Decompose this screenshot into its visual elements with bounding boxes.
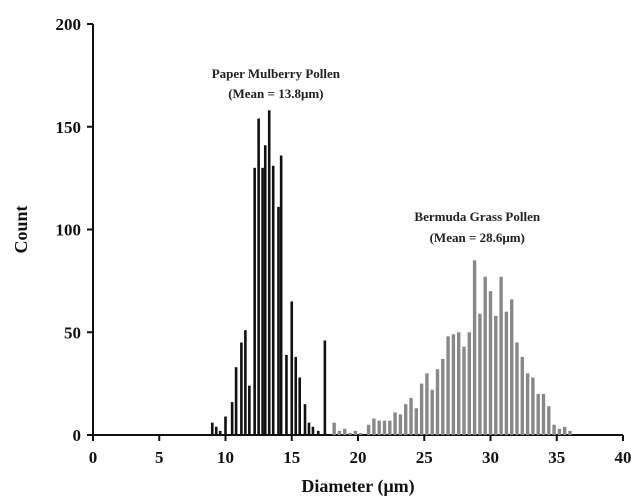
histogram-bar [294,356,298,435]
histogram-bar [446,336,450,435]
histogram-bar [263,145,267,435]
histogram-bar [348,432,352,435]
x-tick-label: 15 [283,448,300,467]
histogram-bar [425,373,429,435]
x-tick-label: 10 [217,448,234,467]
histogram-bar [488,291,493,435]
histogram-bar [267,110,271,435]
histogram-bar [483,276,487,435]
histogram-bar [441,358,445,435]
histogram-bar [343,428,347,435]
histogram-bar [393,412,397,435]
histogram-bar [451,334,456,435]
histogram-bar [388,420,392,435]
x-tick-label: 20 [350,448,367,467]
histogram-bar [240,342,243,435]
histogram-bar [435,369,440,435]
histogram-bar [332,422,336,435]
y-tick-label: 100 [56,221,82,240]
y-tick-label: 150 [56,118,82,137]
x-axis-title: Diameter (μm) [301,476,414,497]
histogram-bar [536,393,540,435]
x-tick-label: 30 [482,448,499,467]
x-tick-label: 0 [89,448,98,467]
histogram-bar [419,383,424,435]
histogram-bar [337,430,342,435]
x-tick-label: 40 [615,448,632,467]
histogram-bar [210,422,214,435]
axis-ticks: 0 50 100 150 200 0 5 10 15 20 25 30 35 40 [56,15,632,467]
y-axis-title: Count [11,205,31,253]
histogram-bar [504,311,509,435]
histogram-bar [494,315,498,435]
histogram-bar [323,340,327,435]
histogram-bar [541,393,546,435]
histogram-bar [472,260,477,435]
histogram-bar [515,342,519,435]
histogram-bar [307,422,311,435]
histogram-bar [316,430,320,435]
histogram-bar [457,332,461,435]
histogram-bar [467,332,471,435]
histogram-bar [563,426,567,435]
histogram-bar [510,299,514,435]
histogram-bar [224,416,227,435]
histogram-bar [248,385,251,435]
histogram-bar [218,430,222,435]
bars [210,110,572,436]
histogram-bar [377,420,381,435]
histogram-bar [414,408,418,435]
histogram-bar [230,402,234,435]
y-tick-label: 50 [64,323,81,342]
histogram-bar [557,428,562,435]
histogram-bar [298,377,301,435]
x-tick-label: 5 [155,448,164,467]
histogram-bar [366,424,371,435]
histogram-bar [214,426,218,435]
annotation-bermuda-grass-mean: (Mean = 28.6μm) [430,230,525,245]
annotation-paper-mulberry-name: Paper Mulberry Pollen [212,66,341,81]
histogram-bar [257,118,260,435]
histogram-bar [520,356,524,435]
y-tick-label: 200 [56,15,82,34]
annotation-bermuda-grass-name: Bermuda Grass Pollen [414,209,540,224]
histogram-bar [244,330,247,435]
histogram-bar [311,426,315,435]
histogram-bar [279,155,283,435]
x-tick-label: 35 [548,448,565,467]
histogram-bar [547,406,551,435]
x-tick-label: 25 [416,448,433,467]
histogram-bar [290,301,294,435]
histogram-bar [358,432,363,435]
histogram-bar [303,404,307,435]
histogram-bar [404,404,408,435]
y-tick-label: 0 [73,426,82,445]
histogram-bar [531,377,535,435]
histogram-bar [462,346,466,435]
histogram-bar [271,165,275,436]
histogram-bar [261,167,264,435]
histogram-bar [382,420,387,435]
histogram-bar [409,398,413,435]
histogram-bar [372,418,376,435]
histogram-bar [277,206,280,435]
histogram-bar [525,373,530,435]
histogram-bar [285,354,288,435]
histogram-bar [430,389,434,435]
histogram-bar [253,167,256,435]
histogram-bar [478,313,482,435]
histogram-bar [499,276,503,435]
histogram-bar [353,430,358,435]
annotation-paper-mulberry-mean: (Mean = 13.8μm) [228,86,323,101]
histogram-bar [398,414,403,435]
histogram-bar [552,424,556,435]
histogram-bar [234,367,238,435]
histogram-bar [568,430,572,435]
